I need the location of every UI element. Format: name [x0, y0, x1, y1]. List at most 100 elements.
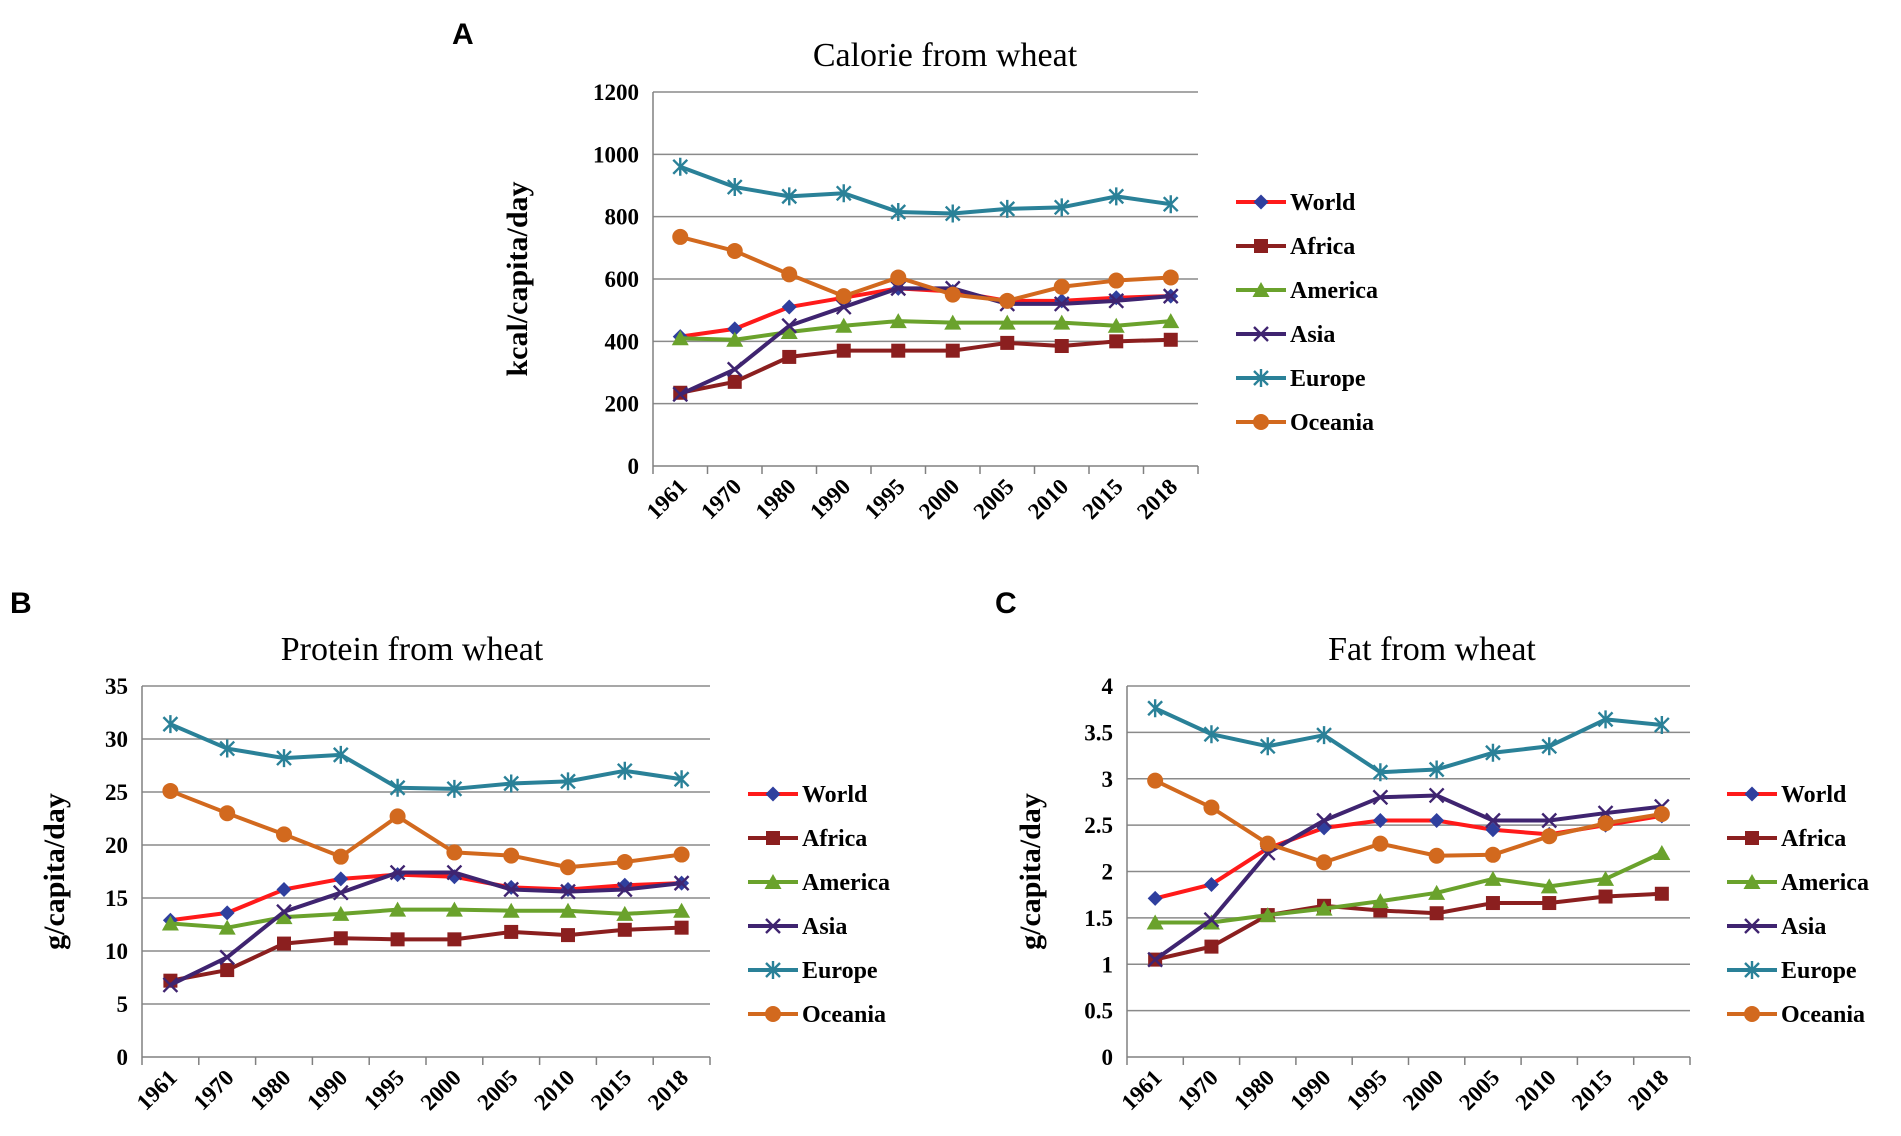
- data-point: [1541, 737, 1558, 756]
- data-point: [672, 157, 689, 176]
- data-point: [1108, 292, 1125, 309]
- legend-label: America: [802, 870, 890, 896]
- data-point: [1053, 314, 1071, 330]
- x-tick-label: 2000: [1398, 1065, 1448, 1115]
- data-point: [389, 901, 407, 917]
- data-point: [1000, 335, 1015, 350]
- data-point: [1109, 334, 1124, 349]
- y-tick-label: 2.5: [1084, 813, 1113, 838]
- legend-marker: [764, 874, 782, 889]
- series-europe: [162, 715, 690, 798]
- series-line: [170, 907, 682, 930]
- series-europe: [1147, 699, 1670, 782]
- data-point: [672, 386, 689, 403]
- data-point: [945, 343, 960, 358]
- x-tick-label: 2015: [1078, 474, 1128, 524]
- series-america: [671, 313, 1180, 347]
- data-point: [616, 905, 634, 921]
- legend-marker: [1253, 414, 1269, 430]
- data-point: [219, 805, 236, 822]
- legend-label: Europe: [802, 958, 878, 984]
- series-america: [161, 901, 691, 935]
- data-point: [560, 772, 576, 791]
- data-point: [1541, 812, 1558, 829]
- data-point: [276, 882, 292, 898]
- y-tick-label: 3: [1102, 767, 1114, 792]
- data-point: [276, 749, 292, 768]
- series-line: [679, 234, 1171, 303]
- series-line: [1153, 793, 1663, 962]
- data-point: [1146, 914, 1164, 930]
- legend-marker: [1743, 874, 1761, 889]
- y-tick-label: 2: [1102, 860, 1114, 885]
- x-tick-label: 2005: [473, 1065, 523, 1115]
- data-point: [780, 323, 798, 339]
- data-point: [1429, 812, 1445, 828]
- x-tick-label: 1970: [696, 474, 746, 524]
- data-point: [446, 864, 463, 881]
- y-tick-label: 10: [105, 939, 128, 964]
- data-point: [1372, 789, 1389, 806]
- data-point: [218, 919, 236, 935]
- data-point: [560, 859, 576, 876]
- x-tick-label: 1995: [1342, 1065, 1392, 1115]
- data-point: [726, 331, 744, 347]
- series-line: [679, 337, 1171, 395]
- data-point: [503, 881, 520, 898]
- data-point: [1654, 886, 1669, 901]
- data-point: [559, 902, 577, 918]
- data-point: [781, 299, 797, 315]
- series-america: [1146, 844, 1671, 930]
- data-point: [1108, 272, 1125, 289]
- data-point: [161, 915, 179, 931]
- legend-marker: [765, 786, 781, 802]
- data-point: [1484, 846, 1501, 863]
- y-tick-label: 5: [117, 992, 129, 1017]
- data-point: [333, 871, 349, 887]
- data-point: [673, 875, 690, 892]
- legend: World Africa America Asia Europe Oceania: [1727, 782, 1869, 1028]
- legend-marker: [765, 918, 781, 934]
- legend-marker: [766, 831, 780, 845]
- data-point: [617, 922, 632, 937]
- data-point: [616, 881, 633, 898]
- x-tick-label: 2000: [416, 1065, 466, 1115]
- data-point: [1053, 278, 1070, 295]
- data-point: [1372, 812, 1388, 828]
- data-point: [446, 844, 463, 861]
- data-point: [502, 902, 520, 918]
- legend-marker: [1744, 918, 1760, 934]
- series-oceania: [162, 782, 690, 876]
- y-tick-label: 0: [1102, 1045, 1114, 1070]
- data-point: [1147, 699, 1163, 718]
- data-point: [389, 778, 406, 797]
- panel-calorie: A Calorie from wheat 0 200 400 600 800 1000 12…: [452, 18, 1378, 524]
- chart-title: Protein from wheat: [281, 631, 544, 668]
- x-tick-label: 2015: [1567, 1065, 1617, 1115]
- series-line: [169, 722, 682, 791]
- data-point: [1162, 195, 1179, 214]
- panel-letter: C: [995, 587, 1017, 620]
- x-tick-label: 1980: [751, 474, 801, 524]
- data-point: [726, 361, 743, 378]
- legend-label: Asia: [802, 914, 847, 940]
- series-africa: [163, 920, 689, 988]
- data-point: [162, 715, 179, 734]
- data-point: [1429, 906, 1444, 921]
- series-line: [679, 164, 1172, 216]
- legend-marker: [1253, 369, 1269, 387]
- legend-marker: [1744, 1006, 1760, 1022]
- y-tick-label: 0: [117, 1045, 129, 1070]
- data-point: [673, 846, 690, 863]
- data-point: [1542, 896, 1557, 911]
- legend-label: Oceania: [802, 1002, 886, 1028]
- data-point: [219, 739, 236, 758]
- legend-marker: [1254, 239, 1268, 253]
- data-point: [781, 187, 798, 206]
- data-point: [1485, 896, 1500, 911]
- x-tick-label: 2010: [1023, 474, 1073, 524]
- data-point: [1054, 339, 1069, 354]
- data-point: [503, 847, 520, 864]
- y-tick-label: 30: [105, 727, 128, 752]
